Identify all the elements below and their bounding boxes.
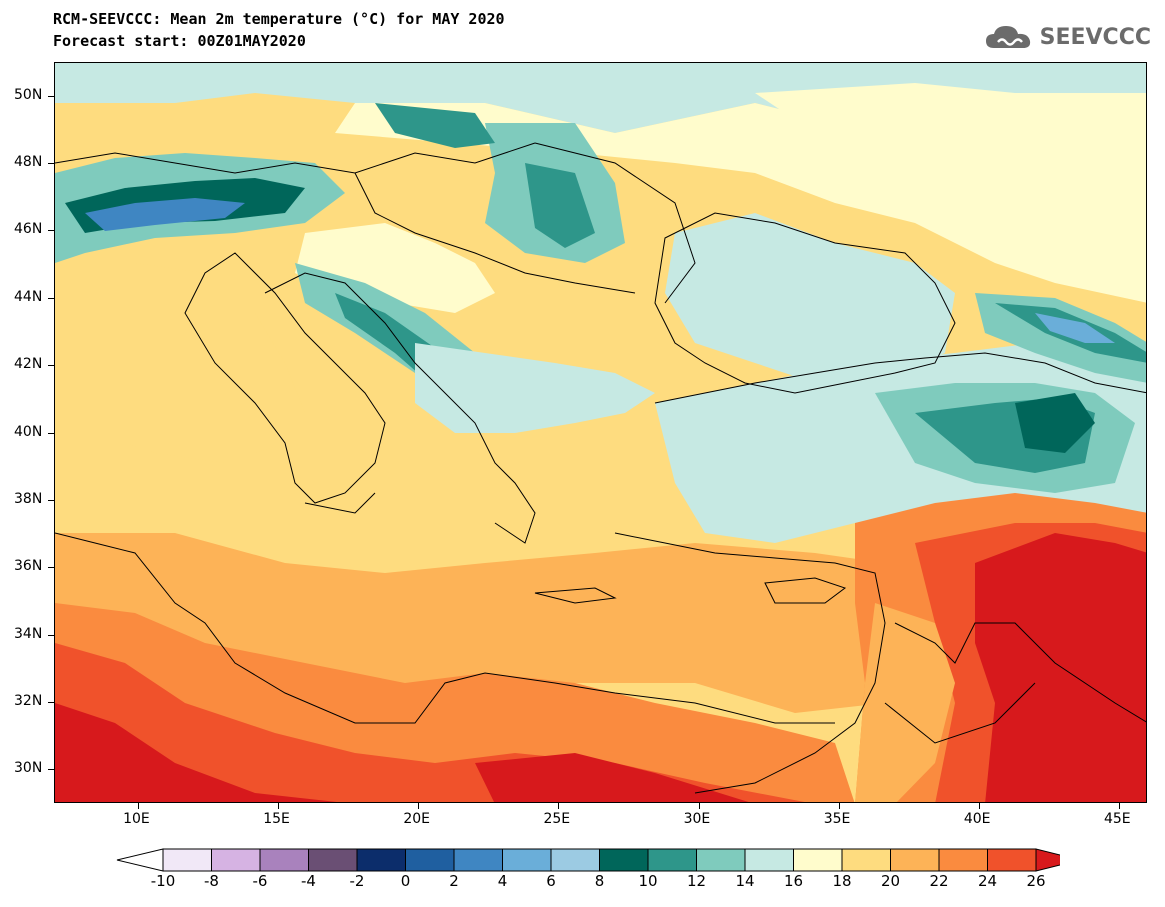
colorbar-label: -6 xyxy=(252,872,268,890)
colorbar-label: -8 xyxy=(204,872,219,890)
lon-tick-mark xyxy=(1118,803,1120,809)
lat-tick-label: 30N xyxy=(14,760,43,777)
lat-tick-label: 50N xyxy=(14,86,43,103)
colorbar-label: 6 xyxy=(546,872,556,890)
colorbar-bin xyxy=(987,848,1037,872)
colorbar-bin xyxy=(405,848,455,872)
lat-tick-mark xyxy=(48,769,54,771)
colorbar-label: 14 xyxy=(735,872,755,890)
lon-tick-mark xyxy=(278,803,280,809)
lon-tick-label: 20E xyxy=(403,811,430,827)
lon-tick-mark xyxy=(978,803,980,809)
map-title: RCM-SEEVCCC: Mean 2m temperature (°C) fo… xyxy=(53,10,505,28)
colorbar-bin xyxy=(550,848,600,872)
colorbar-label: 12 xyxy=(686,872,707,890)
map-panel xyxy=(54,62,1147,803)
cloud-icon xyxy=(985,26,1030,48)
colorbar-bin xyxy=(162,848,212,872)
lat-tick-mark xyxy=(48,163,54,165)
colorbar-bin xyxy=(356,848,406,872)
colorbar-bin xyxy=(599,848,649,872)
lon-tick-label: 45E xyxy=(1103,811,1131,827)
lat-tick-mark xyxy=(48,499,54,501)
colorbar-bin xyxy=(647,848,697,872)
lat-tick-label: 44N xyxy=(14,288,43,305)
colorbar-bin xyxy=(696,848,746,872)
colorbar-label: 18 xyxy=(832,872,852,890)
lat-tick-label: 38N xyxy=(14,490,43,507)
colorbar-label: -10 xyxy=(150,872,176,890)
lat-tick-label: 40N xyxy=(14,423,43,440)
logo-text: SEEVCCC xyxy=(1039,24,1151,50)
lat-tick-label: 48N xyxy=(14,154,43,171)
colorbar-label: 2 xyxy=(449,872,459,890)
lon-tick-mark xyxy=(698,803,700,809)
colorbar-over-arrow xyxy=(1035,848,1060,872)
colorbar-bin xyxy=(211,848,261,872)
lat-tick-mark xyxy=(48,365,54,367)
lon-tick-label: 15E xyxy=(263,811,290,827)
title-block: RCM-SEEVCCC: Mean 2m temperature (°C) fo… xyxy=(53,8,505,52)
colorbar-label: 16 xyxy=(783,872,804,890)
colorbar-label: 20 xyxy=(880,872,901,890)
lon-tick-mark xyxy=(418,803,420,809)
lon-tick-label: 35E xyxy=(823,811,851,827)
colorbar-label: 26 xyxy=(1026,872,1046,890)
seevccc-logo: SEEVCCC xyxy=(984,22,1151,52)
colorbar-label: 24 xyxy=(977,872,998,890)
lat-tick-mark xyxy=(48,297,54,299)
forecast-start: Forecast start: 00Z01MAY2020 xyxy=(53,32,306,50)
colorbar-label: 0 xyxy=(400,872,411,890)
colorbar-under-arrow xyxy=(116,848,164,872)
colorbar-bin xyxy=(744,848,794,872)
colorbar-bin xyxy=(308,848,358,872)
lon-tick-label: 25E xyxy=(543,811,571,827)
colorbar-bin xyxy=(841,848,891,872)
colorbar-label: 8 xyxy=(594,872,605,890)
lon-tick-label: 10E xyxy=(123,811,150,827)
colorbar-bin xyxy=(453,848,503,872)
lon-tick-label: 30E xyxy=(683,811,711,827)
lon-tick-mark xyxy=(558,803,560,809)
colorbar-bin xyxy=(259,848,309,872)
colorbar xyxy=(116,848,1060,872)
lon-tick-label: 40E xyxy=(963,811,991,827)
lat-tick-mark xyxy=(48,95,54,97)
lat-tick-label: 36N xyxy=(14,558,43,575)
colorbar-label: 4 xyxy=(497,872,508,890)
lat-tick-label: 46N xyxy=(14,221,43,238)
lat-tick-mark xyxy=(48,567,54,569)
colorbar-label: 22 xyxy=(929,872,949,890)
lat-tick-label: 42N xyxy=(14,356,43,373)
colorbar-label: -2 xyxy=(349,872,365,890)
colorbar-bin xyxy=(793,848,843,872)
colorbar-bin xyxy=(502,848,552,872)
lat-tick-mark xyxy=(48,634,54,636)
colorbar-bin xyxy=(890,848,940,872)
lat-tick-mark xyxy=(48,701,54,703)
lat-tick-mark xyxy=(48,230,54,232)
lat-tick-label: 34N xyxy=(14,625,43,642)
lat-tick-label: 32N xyxy=(14,692,43,709)
colorbar-bin xyxy=(938,848,988,872)
temperature-map xyxy=(55,63,1146,802)
lon-tick-mark xyxy=(838,803,840,809)
colorbar-label: -4 xyxy=(301,872,316,890)
lat-tick-mark xyxy=(48,432,54,434)
colorbar-label: 10 xyxy=(638,872,658,890)
lon-tick-mark xyxy=(138,803,140,809)
